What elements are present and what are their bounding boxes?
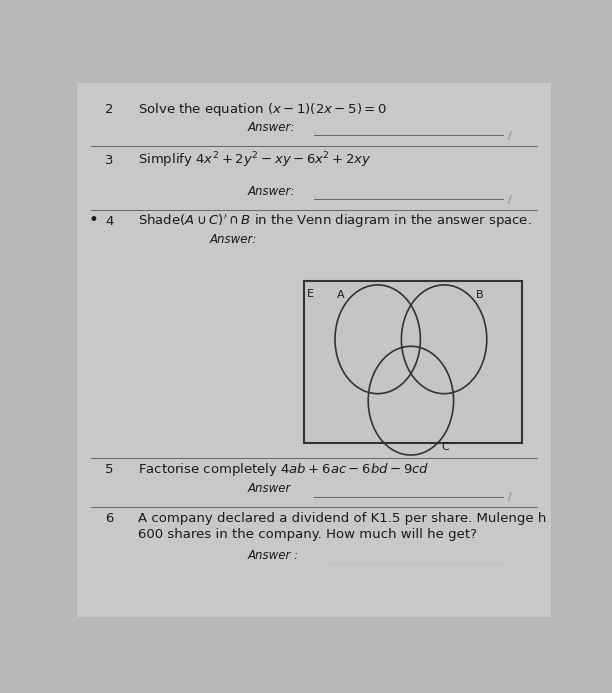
Text: Simplify $4x^2+2y^2-xy-6x^2+2xy$: Simplify $4x^2+2y^2-xy-6x^2+2xy$ [138, 150, 372, 170]
Text: Answer:: Answer: [247, 185, 294, 198]
Text: B: B [476, 290, 484, 300]
Text: Answer:: Answer: [247, 121, 294, 134]
Text: 4: 4 [105, 215, 113, 227]
Text: 2: 2 [105, 103, 113, 116]
Bar [304, 281, 523, 444]
Text: Answer:: Answer: [209, 234, 256, 246]
Text: 5: 5 [105, 463, 113, 475]
Text: 6: 6 [105, 512, 113, 525]
Text: /: / [508, 493, 512, 502]
Text: Solve the equation $(x-1)(2x-5)=0$: Solve the equation $(x-1)(2x-5)=0$ [138, 100, 387, 118]
Text: /: / [508, 131, 512, 141]
Text: 3: 3 [105, 155, 113, 167]
Text: •: • [88, 211, 99, 229]
Text: 600 shares in the company. How much will he get?: 600 shares in the company. How much will… [138, 528, 477, 541]
Text: /: / [508, 195, 512, 205]
Text: Answer :: Answer : [247, 549, 299, 562]
Text: Answer: Answer [247, 482, 291, 495]
Text: E: E [307, 288, 313, 299]
Text: A: A [337, 290, 345, 300]
Text: Factorise completely $4ab+6ac-6bd-9cd$: Factorise completely $4ab+6ac-6bd-9cd$ [138, 461, 430, 477]
Text: A company declared a dividend of K1.5 per share. Mulenge h: A company declared a dividend of K1.5 pe… [138, 512, 547, 525]
Text: C: C [442, 441, 449, 452]
FancyBboxPatch shape [76, 83, 551, 617]
Text: Shade$(A\cup C)^{\prime}\cap B$ in the Venn diagram in the answer space.: Shade$(A\cup C)^{\prime}\cap B$ in the V… [138, 212, 532, 229]
